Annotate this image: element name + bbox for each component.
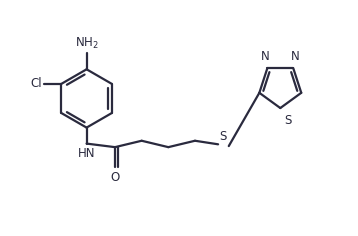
- Text: S: S: [285, 114, 292, 127]
- Text: Cl: Cl: [30, 77, 42, 90]
- Text: NH$_2$: NH$_2$: [75, 36, 98, 51]
- Text: O: O: [110, 171, 120, 184]
- Text: S: S: [219, 130, 227, 143]
- Text: HN: HN: [78, 147, 95, 160]
- Text: N: N: [291, 50, 299, 63]
- Text: N: N: [261, 50, 270, 63]
